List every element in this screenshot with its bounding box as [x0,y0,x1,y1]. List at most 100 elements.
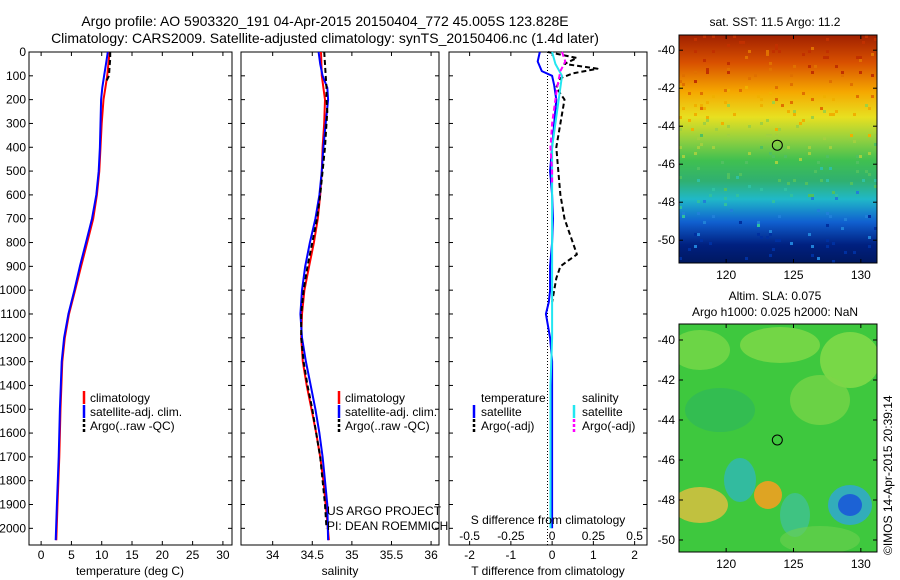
sst-pixel [727,104,730,107]
sst-pixel [736,176,739,179]
depth-tick-label: 100 [6,69,26,83]
sst-pixel [814,170,817,173]
sst-pixel [679,257,682,260]
sst-pixel [865,35,868,38]
sst-pixel [868,173,871,176]
sst-pixel [688,248,691,251]
argo-float-marker [771,434,783,446]
sst-pixel [769,254,772,257]
depth-tick-label: 900 [6,259,26,273]
lat-tick-label: -48 [658,493,676,507]
sla-map: Altim. SLA: 0.075 Argo h1000: 0.025 h200… [658,289,878,571]
sst-pixel [784,155,787,158]
sst-pixel [697,233,700,236]
sst-pixel [721,161,724,164]
sst-pixel [712,146,715,149]
sst-pixel [757,224,760,227]
sst-pixel [778,239,781,242]
sst-pixel [856,191,859,194]
sst-pixel [715,128,718,131]
sst-pixel [811,254,814,257]
sst-pixel [682,155,685,158]
sst-pixel [823,137,826,140]
x-tick-label: 34.5 [301,548,325,562]
sst-pixel [808,146,811,149]
sst-pixel [811,245,814,248]
sst-pixel [721,122,724,125]
sst-pixel [748,152,751,155]
sst-pixel [856,95,859,98]
sst-pixel [868,215,871,218]
salinity-panel: 34 34.5 35 35.5 36 salinity climatology sate… [240,51,448,578]
s-tick-label: -0.25 [497,529,525,543]
sst-pixel [823,110,826,113]
sst-map-title: sat. SST: 11.5 Argo: 11.2 [710,15,841,29]
sst-pixel [766,50,769,53]
s-tick-label: 0.25 [582,529,606,543]
depth-tick-label: 1700 [0,450,26,464]
sst-pixel [703,122,706,125]
x-tick-label: 15 [125,548,139,562]
sst-pixel [808,50,811,53]
sst-pixel [829,80,832,83]
depth-tick-label: 2000 [0,521,26,535]
sst-pixel [700,92,703,95]
x-tick-label: 20 [156,548,170,562]
x-tick-label: 1 [590,548,597,562]
sst-pixel [706,68,709,71]
sst-pixel [874,179,877,182]
sst-pixel [739,173,742,176]
sst-pixel [859,71,862,74]
sst-pixel [856,161,859,164]
lat-tick-label: -44 [658,413,676,427]
sst-pixel [706,119,709,122]
sst-pixel [826,56,829,59]
lat-tick-label: -50 [658,533,676,547]
sst-pixel [829,215,832,218]
sst-pixel [727,68,730,71]
sst-pixel [724,197,727,200]
sst-pixel [706,71,709,74]
depth-tick-label: 0 [19,45,26,59]
sst-pixel [799,122,802,125]
sst-pixel [874,185,877,188]
sst-pixel [871,74,874,77]
sst-pixel [757,221,760,224]
sst-pixel [712,95,715,98]
x-tick-label: 10 [95,548,109,562]
sst-pixel [823,95,826,98]
sst-pixel [727,134,730,137]
sst-pixel [772,101,775,104]
sst-pixel [703,200,706,203]
sst-pixel [760,98,763,101]
x-tick-label: 25 [186,548,200,562]
sst-pixel [817,257,820,260]
depth-tick-label: 800 [6,236,26,250]
sst-pixel [760,104,763,107]
sst-pixel [859,155,862,158]
sst-pixel [712,215,715,218]
sst-pixel [697,137,700,140]
difference-panel: -2 -1 0 1 2 -0.5 -0.25 0 0.25 0.5 S difference f… [448,51,648,578]
sst-pixel [760,146,763,149]
lat-tick-label: -40 [658,43,676,57]
sst-pixel [874,227,877,230]
sst-pixel [700,104,703,107]
sst-pixel [805,182,808,185]
sst-pixel [757,95,760,98]
sst-pixel [850,134,853,137]
depth-tick-label: 1100 [0,307,26,321]
sst-pixel [868,236,871,239]
sst-pixel [856,170,859,173]
sst-pixel [727,62,730,65]
imos-timestamp: ©IMOS 14-Apr-2015 20:39:14 [881,395,895,555]
sst-pixel [727,89,730,92]
sst-pixel [781,104,784,107]
sst-pixel [793,113,796,116]
depth-tick-label: 300 [6,116,26,130]
sst-pixel [682,83,685,86]
sst-pixel [796,125,799,128]
argo-float-marker [771,139,783,151]
sst-pixel [835,194,838,197]
sst-pixel [748,77,751,80]
